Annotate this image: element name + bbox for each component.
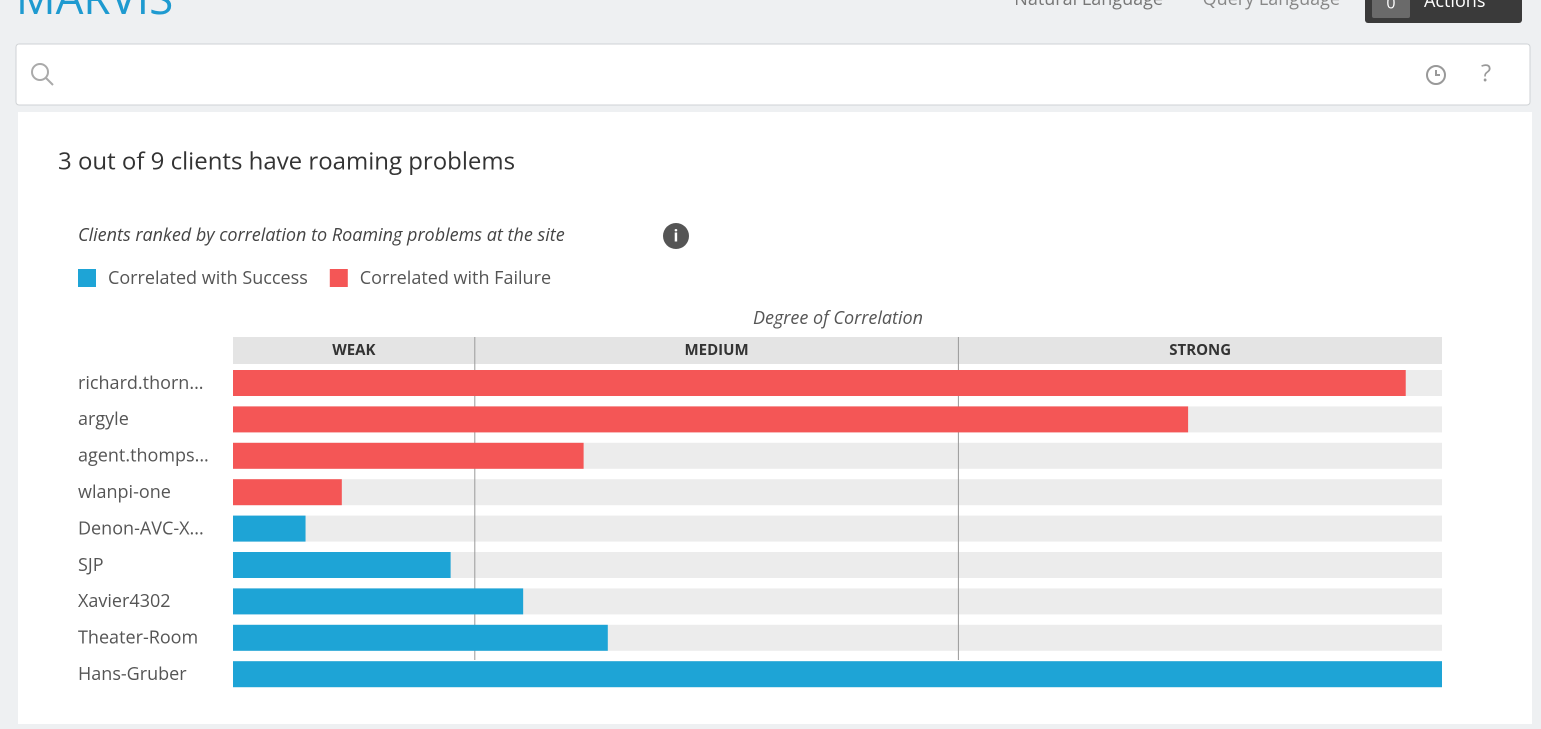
actions-label: Actions [1424, 0, 1485, 13]
bar [233, 479, 342, 506]
bar [233, 370, 1406, 396]
search-box[interactable] [15, 43, 1531, 106]
bar [233, 442, 584, 469]
band-label: WEAK [332, 340, 375, 360]
search-icon [31, 63, 49, 81]
category-label: wlanpi-one [78, 480, 171, 504]
category-label: agent.thomps... [78, 444, 209, 468]
chart-subtitle: Clients ranked by correlation to Roaming… [78, 223, 565, 247]
history-icon-hands [1435, 70, 1440, 76]
legend-swatch [329, 269, 348, 287]
logo: MARVIS [16, 0, 173, 27]
info-icon-glyph: i [674, 224, 679, 246]
history-icon[interactable] [1426, 65, 1446, 85]
bar [233, 624, 608, 651]
help-icon[interactable]: ? [1481, 56, 1491, 89]
bar [233, 552, 451, 578]
bar [233, 588, 524, 615]
bar [233, 515, 306, 542]
x-axis-label: Degree of Correlation [753, 306, 923, 330]
plot: Correlated with Success Correlated with F… [78, 266, 1442, 688]
tab[interactable]: Query Language [1203, 0, 1340, 11]
band-label: MEDIUM [685, 340, 749, 360]
band-header [233, 337, 1442, 364]
category-label: Hans-Gruber [78, 662, 187, 686]
category-label: Denon-AVC-X... [78, 516, 204, 540]
category-label: Theater-Room [78, 626, 198, 650]
legend-label: Correlated with Success [108, 266, 308, 290]
bar-track [233, 515, 1442, 542]
bar [233, 406, 1189, 433]
category-label: SJP [78, 553, 104, 577]
actions-count: 0 [1386, 0, 1395, 13]
bar [233, 661, 1442, 688]
actions-badge [1372, 0, 1410, 18]
search-icon-handle [45, 77, 54, 86]
category-label: Xavier4302 [78, 589, 171, 613]
bar-track [233, 479, 1442, 506]
info-icon[interactable] [663, 223, 689, 249]
band-label: STRONG [1169, 340, 1231, 360]
legend-swatch [78, 269, 96, 287]
tab[interactable]: Natural Language [1014, 0, 1163, 11]
category-label: argyle [78, 407, 129, 431]
category-label: richard.thorn... [78, 371, 204, 395]
result-title: 3 out of 9 clients have roaming problems [58, 144, 515, 177]
legend-label: Correlated with Failure [360, 266, 551, 290]
